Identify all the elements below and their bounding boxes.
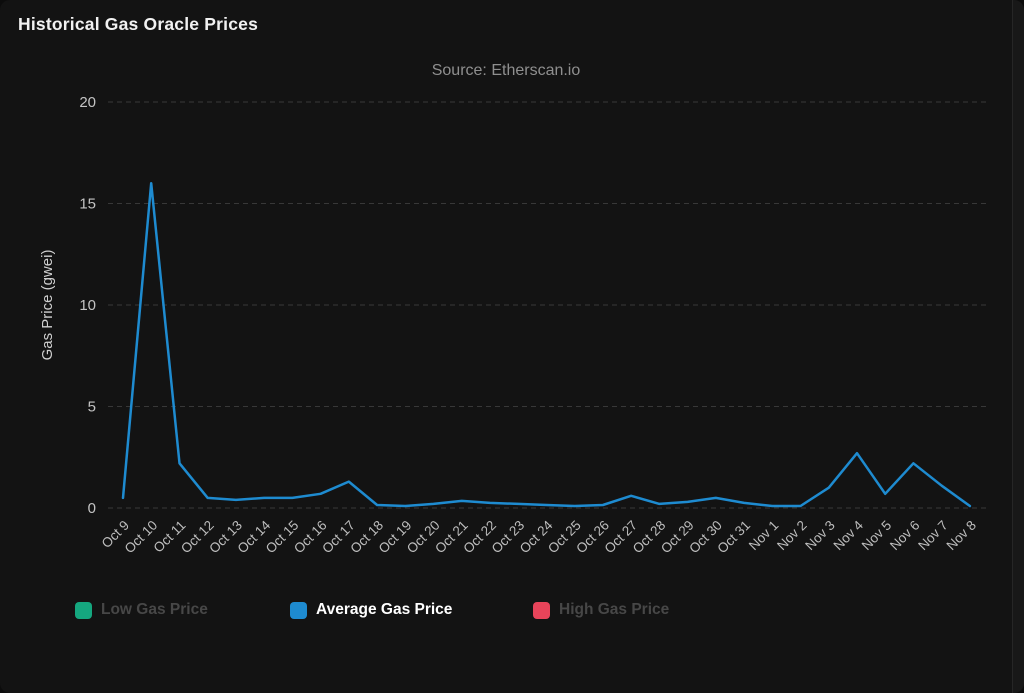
legend: Low Gas Price Average Gas Price High Gas P…: [0, 598, 1024, 626]
x-tick-label: Nov 7: [915, 518, 951, 554]
chart-title: Historical Gas Oracle Prices: [18, 14, 259, 34]
x-tick-label: Nov 8: [943, 518, 979, 554]
legend-item-high-gas-price[interactable]: High Gas Price: [533, 598, 669, 622]
y-tick-label: 0: [88, 500, 96, 517]
series-line-average-gas-price: [121, 181, 972, 508]
x-tick-label: Nov 1: [746, 518, 782, 554]
scrollbar-gutter: [1013, 0, 1024, 693]
legend-label: Low Gas Price: [101, 601, 208, 618]
x-tick-label: Nov 5: [859, 518, 895, 554]
y-tick-label: 20: [79, 94, 96, 111]
x-tick-label: Oct 31: [714, 518, 753, 557]
legend-item-average-gas-price[interactable]: Average Gas Price: [290, 598, 452, 622]
legend-swatch-icon: [75, 601, 92, 619]
x-tick-label: Nov 6: [887, 518, 923, 554]
x-tick-label: Oct 10: [122, 518, 161, 557]
x-tick-label: Nov 4: [831, 517, 867, 553]
legend-swatch-icon: [290, 601, 307, 619]
legend-swatch-icon: [533, 601, 550, 619]
x-tick-label: Nov 2: [774, 518, 810, 554]
legend-label: High Gas Price: [559, 601, 670, 618]
y-axis-title: Gas Price (gwei): [39, 250, 56, 361]
y-tick-label: 10: [79, 297, 96, 314]
legend-item-low-gas-price[interactable]: Low Gas Price: [75, 598, 208, 622]
legend-label: Average Gas Price: [316, 601, 453, 618]
x-tick-label: Nov 3: [802, 518, 838, 554]
y-tick-label: 5: [88, 399, 96, 416]
y-tick-label: 15: [79, 196, 96, 213]
chart-subtitle: Source: Etherscan.io: [431, 62, 581, 79]
window-right-edge: [1012, 0, 1013, 693]
